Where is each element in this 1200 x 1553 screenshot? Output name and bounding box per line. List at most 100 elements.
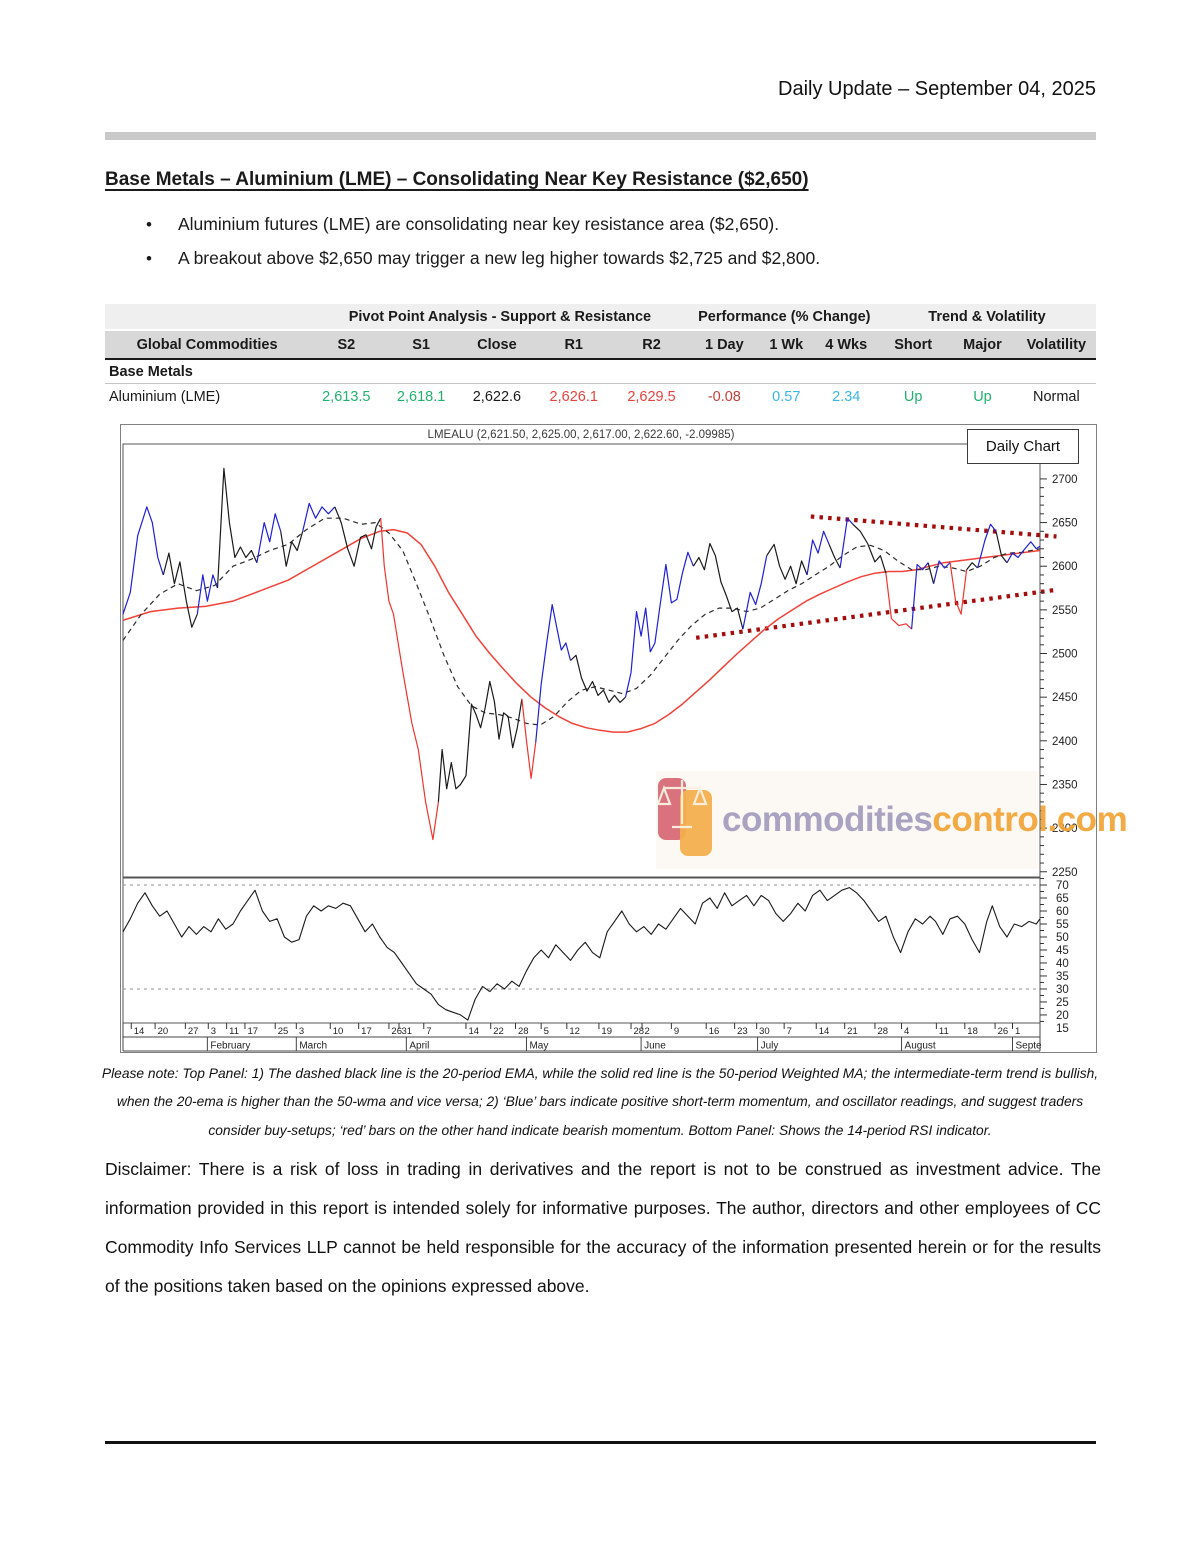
svg-text:2350: 2350 xyxy=(1052,779,1078,791)
svg-text:17: 17 xyxy=(247,1026,258,1037)
svg-text:26: 26 xyxy=(998,1026,1009,1037)
svg-text:3: 3 xyxy=(211,1026,216,1037)
svg-text:August: August xyxy=(905,1041,936,1052)
svg-text:50: 50 xyxy=(1056,932,1069,944)
section-label: Base Metals xyxy=(105,359,1096,384)
svg-text:55: 55 xyxy=(1056,919,1069,931)
svg-text:2550: 2550 xyxy=(1052,605,1078,617)
svg-text:2250: 2250 xyxy=(1052,867,1078,879)
svg-text:19: 19 xyxy=(601,1026,612,1037)
svg-text:7: 7 xyxy=(426,1026,431,1037)
svg-text:4: 4 xyxy=(904,1026,909,1037)
svg-text:15: 15 xyxy=(1056,1023,1069,1035)
commodity-name: Aluminium (LME) xyxy=(109,389,221,405)
value-cell-4: 2,629.5 xyxy=(627,389,676,405)
column-header-8: 4 Wks xyxy=(814,330,878,359)
column-header-1: S2 xyxy=(309,330,384,359)
svg-text:2400: 2400 xyxy=(1052,736,1078,748)
pivot-analysis-table: Pivot Point Analysis - Support & Resista… xyxy=(105,304,1096,410)
value-cell-8: Up xyxy=(903,389,923,405)
svg-text:21: 21 xyxy=(847,1026,858,1037)
svg-text:April: April xyxy=(409,1041,429,1052)
header-date: Daily Update – September 04, 2025 xyxy=(778,78,1096,100)
svg-text:18: 18 xyxy=(967,1026,978,1037)
svg-text:2700: 2700 xyxy=(1052,474,1078,486)
svg-text:March: March xyxy=(299,1041,327,1052)
svg-text:23: 23 xyxy=(737,1026,748,1037)
svg-text:35: 35 xyxy=(1056,971,1069,983)
empty-cell xyxy=(105,304,310,331)
svg-text:LMEALU (2,621.50, 2,625.00, 2,: LMEALU (2,621.50, 2,625.00, 2,617.00, 2,… xyxy=(428,429,735,441)
svg-text:February: February xyxy=(210,1041,250,1052)
svg-text:40: 40 xyxy=(1056,958,1069,970)
column-header-3: Close xyxy=(458,330,536,359)
svg-text:Septe: Septe xyxy=(1015,1041,1042,1052)
svg-text:14: 14 xyxy=(468,1026,479,1037)
svg-text:1: 1 xyxy=(1015,1026,1020,1037)
value-cell-0: 2,613.5 xyxy=(322,389,371,405)
value-cell-9: Up xyxy=(973,389,992,405)
group-header-trend: Trend & Volatility xyxy=(877,304,1096,331)
svg-text:45: 45 xyxy=(1056,945,1069,957)
svg-text:22: 22 xyxy=(493,1026,504,1037)
table-column-header-row: Global Commodities S2 S1 Close R1 R2 1 Day 1 Wk… xyxy=(105,330,1096,359)
column-header-5: R2 xyxy=(612,330,691,359)
svg-text:30: 30 xyxy=(1056,984,1069,996)
daily-chart-label: Daily Chart xyxy=(967,429,1079,464)
value-cell-6: 0.57 xyxy=(772,389,801,405)
svg-text:27: 27 xyxy=(188,1026,199,1037)
watermark-text: commoditiescontrol.com xyxy=(722,800,1128,839)
value-cell-2: 2,622.6 xyxy=(472,389,522,405)
svg-text:7: 7 xyxy=(787,1026,792,1037)
footer-divider xyxy=(105,1441,1096,1444)
svg-text:2600: 2600 xyxy=(1052,561,1078,573)
column-header-4: R1 xyxy=(535,330,613,359)
svg-text:2300: 2300 xyxy=(1052,823,1078,835)
svg-text:11: 11 xyxy=(939,1026,949,1037)
column-header-2: S1 xyxy=(383,330,459,359)
commoditiescontrol-watermark: commoditiescontrol.com xyxy=(656,771,1128,869)
column-header-6: 1 Day xyxy=(690,330,759,359)
column-header-9: Short xyxy=(877,330,949,359)
group-header-performance: Performance (% Change) xyxy=(690,304,878,331)
value-cell-1: 2,618.1 xyxy=(396,389,446,405)
svg-text:26: 26 xyxy=(391,1026,402,1037)
value-cell-5: -0.08 xyxy=(707,389,741,405)
svg-text:65: 65 xyxy=(1056,893,1069,905)
chart-note: Please note: Top Panel: 1) The dashed bl… xyxy=(101,1066,1099,1138)
svg-text:60: 60 xyxy=(1056,906,1069,918)
svg-text:11: 11 xyxy=(229,1026,239,1037)
svg-text:14: 14 xyxy=(134,1026,145,1037)
value-cell-3: 2,626.1 xyxy=(549,389,598,405)
section-title: Base Metals – Aluminium (LME) – Consolid… xyxy=(105,169,809,190)
table-section-row: Base Metals xyxy=(105,359,1096,384)
svg-text:28: 28 xyxy=(634,1026,645,1037)
header-divider-bar xyxy=(105,132,1096,140)
table-group-header-row: Pivot Point Analysis - Support & Resista… xyxy=(105,304,1096,331)
price-chart: commoditiescontrol.com LMEALU (2,621.50,… xyxy=(120,424,1128,1053)
column-header-7: 1 Wk xyxy=(758,330,815,359)
svg-text:25: 25 xyxy=(278,1026,289,1037)
svg-text:July: July xyxy=(761,1041,779,1052)
disclaimer-text: Disclaimer: There is a risk of loss in t… xyxy=(105,1159,1101,1296)
value-cell-10: Normal xyxy=(1032,389,1080,405)
chart-canvas: LMEALU (2,621.50, 2,625.00, 2,617.00, 2,… xyxy=(122,429,1078,1052)
commoditiescontrol-logo xyxy=(656,774,722,866)
svg-text:2650: 2650 xyxy=(1052,518,1078,530)
svg-text:2450: 2450 xyxy=(1052,692,1078,704)
bullet-item: A breakout above $2,650 may trigger a ne… xyxy=(146,248,1085,269)
group-header-pivot: Pivot Point Analysis - Support & Resista… xyxy=(309,304,691,331)
svg-text:28: 28 xyxy=(518,1026,529,1037)
svg-text:3: 3 xyxy=(299,1026,304,1037)
summary-bullets: Aluminium futures (LME) are consolidatin… xyxy=(145,214,1085,282)
svg-text:70: 70 xyxy=(1056,880,1069,892)
svg-text:10: 10 xyxy=(333,1026,344,1037)
svg-text:5: 5 xyxy=(544,1026,549,1037)
bullet-item: Aluminium futures (LME) are consolidatin… xyxy=(146,214,1085,235)
svg-text:20: 20 xyxy=(158,1026,169,1037)
svg-text:30: 30 xyxy=(759,1026,770,1037)
column-header-0: Global Commodities xyxy=(105,330,310,359)
svg-text:17: 17 xyxy=(361,1026,372,1037)
table-row: Aluminium (LME) 2,613.5 2,618.1 2,622.6 2,62… xyxy=(105,384,1096,411)
